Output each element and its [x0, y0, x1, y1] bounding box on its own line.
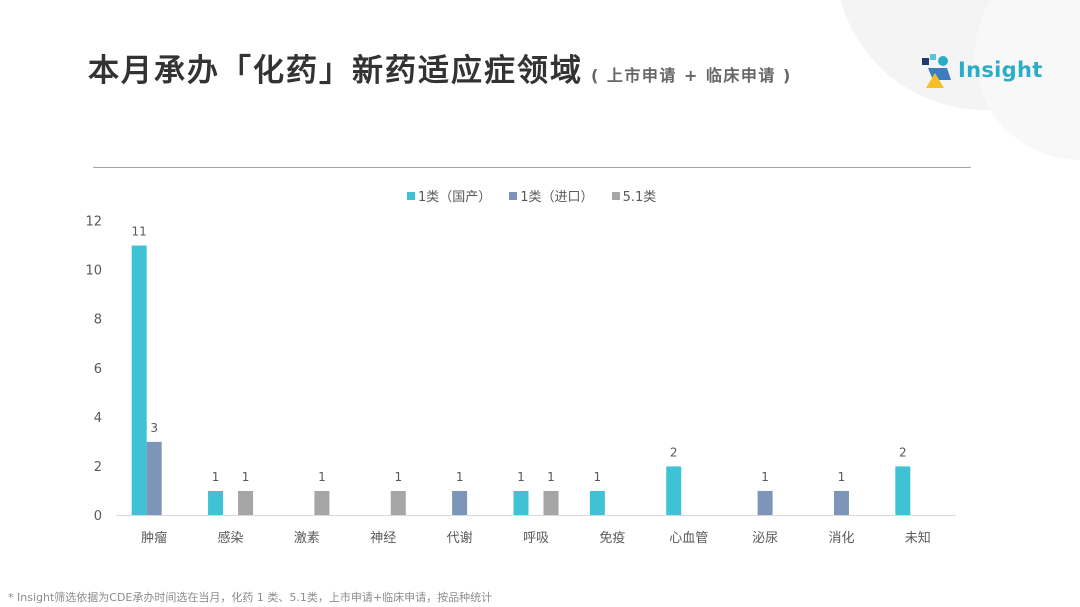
y-tick-label: 12 — [85, 215, 102, 230]
legend-item: 5.1类 — [611, 186, 657, 205]
chart-bar — [146, 441, 162, 516]
chart-bar — [666, 466, 682, 516]
chart-bar — [452, 490, 468, 516]
chart-bar — [131, 245, 147, 516]
data-label: 1 — [594, 470, 602, 484]
data-label: 1 — [456, 470, 464, 484]
x-category-label: 激素 — [294, 531, 320, 546]
chart-bar — [543, 490, 559, 516]
data-label: 2 — [670, 445, 678, 459]
legend-item: 1类（进口） — [509, 186, 594, 205]
page-header: 本月承办「化药」新药适应症领域 ( 上市申请 + 临床申请 ) — [88, 50, 792, 92]
y-tick-label: 10 — [85, 264, 102, 279]
y-tick-label: 4 — [94, 411, 102, 426]
chart-bar — [238, 490, 254, 516]
legend-label: 1类（国产） — [418, 190, 492, 205]
chart-bar — [895, 466, 911, 516]
data-label: 1 — [394, 470, 402, 484]
data-label: 1 — [242, 470, 250, 484]
legend-label: 1类（进口） — [520, 190, 594, 205]
brand-logo: Insight — [920, 52, 1043, 88]
chart-legend: 1类（国产） 1类（进口） 5.1类 — [407, 186, 656, 205]
data-label: 1 — [318, 470, 326, 484]
legend-marker — [509, 191, 518, 200]
x-category-label: 心血管 — [669, 531, 708, 546]
x-category-label: 感染 — [218, 530, 244, 546]
chart-bar — [208, 490, 224, 516]
header-divider — [93, 167, 971, 168]
chart-bar — [589, 490, 605, 516]
data-label: 11 — [132, 225, 147, 239]
legend-marker — [611, 191, 620, 200]
x-category-label: 免疫 — [599, 530, 625, 546]
y-tick-label: 0 — [94, 509, 102, 524]
data-label: 1 — [547, 470, 555, 484]
x-category-label: 呼吸 — [523, 531, 549, 546]
chart-bar — [757, 490, 773, 516]
legend-label: 5.1类 — [622, 190, 657, 205]
page-subtitle: ( 上市申请 + 临床申请 ) — [591, 66, 792, 85]
logo-text: Insight — [958, 58, 1043, 82]
legend-marker — [407, 191, 415, 200]
data-label: 1 — [761, 470, 769, 484]
chart-bar — [513, 490, 529, 516]
y-tick-label: 2 — [94, 460, 102, 475]
legend-item: 1类（国产） — [407, 186, 491, 205]
data-label: 1 — [517, 470, 525, 484]
y-tick-label: 8 — [94, 313, 102, 328]
x-category-label: 肿瘤 — [141, 530, 167, 546]
chart-bar — [390, 490, 406, 516]
page-title: 本月承办「化药」新药适应症领域 — [88, 53, 583, 89]
x-category-label: 消化 — [828, 531, 854, 546]
data-label: 1 — [212, 470, 220, 484]
chart-bar — [833, 490, 849, 516]
chart-bar — [314, 490, 330, 516]
x-category-label: 未知 — [905, 530, 931, 546]
x-category-label: 神经 — [370, 531, 396, 546]
x-category-label: 代谢 — [447, 530, 473, 546]
data-label: 1 — [838, 470, 846, 484]
data-label: 2 — [899, 445, 907, 459]
decorative-circle — [975, 0, 1080, 160]
footnote: * Insight筛选依据为CDE承办时间选在当月，化药 1 类、5.1类，上市… — [8, 591, 493, 604]
insight-logo-icon — [922, 54, 951, 88]
y-tick-label: 6 — [94, 362, 102, 377]
data-label: 3 — [150, 421, 158, 435]
x-category-label: 泌尿 — [752, 531, 778, 546]
